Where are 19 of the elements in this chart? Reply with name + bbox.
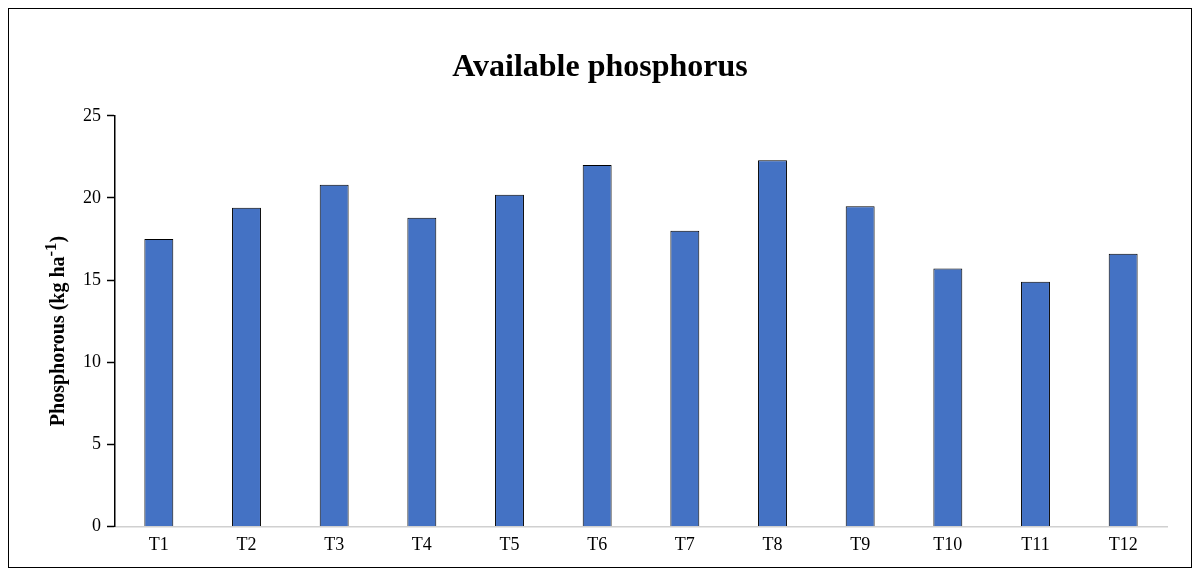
y-tick-label: 20	[83, 186, 101, 207]
x-tick-label: T5	[499, 533, 520, 554]
y-tick-label: 5	[92, 433, 101, 454]
chart-title: Available phosphorus	[451, 47, 749, 84]
x-tick-label: T3	[324, 533, 345, 554]
y-tick-label: 10	[83, 350, 101, 371]
x-tick-label: T9	[850, 533, 871, 554]
x-tick-label: T7	[674, 533, 695, 554]
x-tick-label: T6	[587, 533, 608, 554]
x-tick-label: T8	[762, 533, 783, 554]
x-tick-label: T4	[411, 533, 432, 554]
y-tick-label: 15	[83, 268, 101, 289]
x-tick-label: T11	[1021, 533, 1050, 554]
x-tick-label: T2	[236, 533, 257, 554]
x-tick-label: T10	[933, 533, 963, 554]
x-tick-label: T12	[1108, 533, 1138, 554]
y-tick-label: 0	[92, 515, 101, 536]
y-tick-label: 25	[83, 104, 101, 125]
x-tick-label: T1	[148, 533, 169, 554]
